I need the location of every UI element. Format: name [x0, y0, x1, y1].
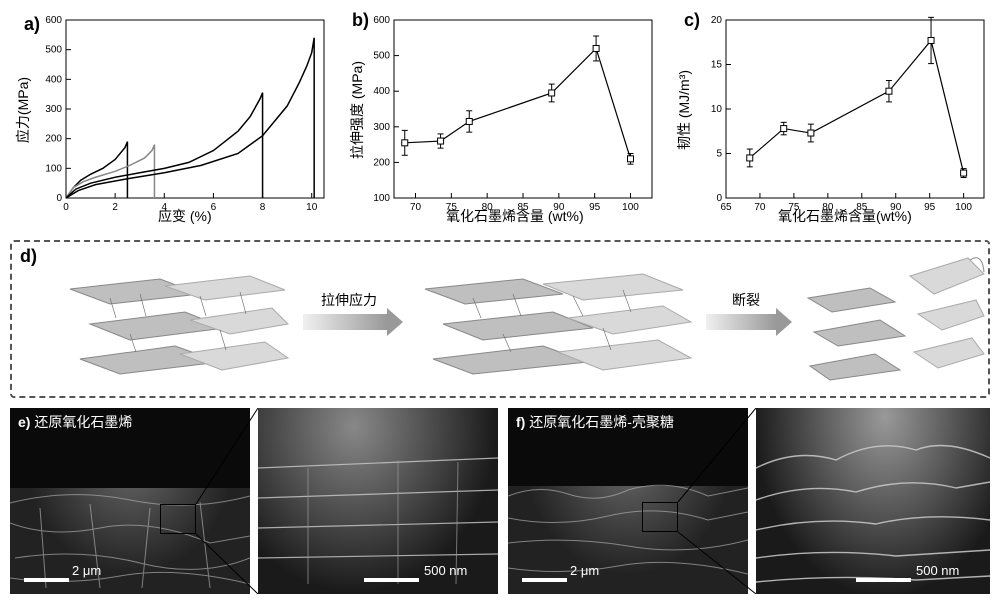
sem-f-left: f) 还原氧化石墨烯-壳聚糖 2 μm [508, 408, 748, 594]
svg-text:2: 2 [112, 202, 118, 213]
panel-b-plot: 707580859095100100200300400500600 [394, 20, 652, 198]
schematic-3-svg [800, 252, 986, 392]
svg-text:0: 0 [716, 193, 722, 204]
scale-bar-f-left [522, 578, 567, 582]
panel-c-label: c) [684, 10, 700, 31]
svg-text:100: 100 [373, 193, 390, 204]
svg-text:0: 0 [63, 202, 69, 213]
panel-a-plot: 02468100100200300400500600 [66, 20, 324, 198]
panel-a-ylabel: 应力(MPa) [13, 77, 33, 143]
svg-text:400: 400 [45, 74, 62, 85]
svg-text:500: 500 [45, 45, 62, 56]
schematic-2-svg [413, 254, 693, 390]
panel-b-xlabel: 氧化石墨烯含量 (wt%) [446, 206, 584, 226]
zoom-box-f [642, 502, 678, 532]
panel-d-label: d) [20, 246, 37, 267]
scale-bar-e-right [364, 578, 419, 582]
svg-text:600: 600 [45, 15, 62, 26]
panel-e-label: e) [18, 414, 30, 430]
svg-text:500: 500 [373, 51, 390, 62]
svg-text:0: 0 [56, 193, 62, 204]
panel-a-xlabel: 应变 (%) [158, 206, 212, 226]
scale-text-f-left: 2 μm [570, 563, 599, 578]
panel-a-label: a) [24, 14, 40, 35]
svg-text:10: 10 [711, 104, 723, 115]
panel-b-ylabel: 拉伸强度 (MPa) [347, 61, 367, 159]
schematic-1 [50, 254, 290, 390]
zoom-box-e [160, 504, 196, 534]
sem-e-title: e) 还原氧化石墨烯 [18, 412, 132, 432]
arrow-1-label: 拉伸应力 [321, 290, 377, 310]
svg-text:95: 95 [924, 202, 936, 213]
panel-b-label: b) [352, 10, 369, 31]
schematic-3 [800, 252, 986, 392]
svg-text:100: 100 [45, 163, 62, 174]
panel-e-title-text: 还原氧化石墨烯 [34, 414, 132, 430]
svg-text:20: 20 [711, 15, 723, 26]
svg-text:10: 10 [306, 202, 318, 213]
panel-b: b) 707580859095100100200300400500600 拉伸强… [338, 8, 658, 238]
schematic-1-svg [50, 254, 290, 390]
svg-text:200: 200 [373, 157, 390, 168]
sem-f-left-texture [508, 408, 748, 594]
svg-text:8: 8 [260, 202, 266, 213]
panel-a: a) 02468100100200300400500600 应力(MPa) 应变… [10, 8, 330, 238]
sem-e-left: e) 还原氧化石墨烯 2 μm [10, 408, 250, 594]
arrow-2-label: 断裂 [732, 290, 760, 310]
svg-text:70: 70 [410, 202, 422, 213]
scale-text-e-right: 500 nm [424, 563, 467, 578]
scale-bar-f-right [856, 578, 911, 582]
sem-f-right: 500 nm [756, 408, 990, 594]
svg-text:65: 65 [720, 202, 732, 213]
sem-e-left-texture [10, 408, 250, 594]
svg-text:300: 300 [45, 104, 62, 115]
svg-text:100: 100 [622, 202, 639, 213]
panel-c-plot: 6570758085909510005101520 [726, 20, 984, 198]
svg-text:95: 95 [589, 202, 601, 213]
scale-text-e-left: 2 μm [72, 563, 101, 578]
svg-text:300: 300 [373, 122, 390, 133]
svg-text:70: 70 [754, 202, 766, 213]
svg-text:600: 600 [373, 15, 390, 26]
panel-f-label: f) [516, 414, 525, 430]
sem-e-right: 500 nm [258, 408, 498, 594]
sem-f-title: f) 还原氧化石墨烯-壳聚糖 [516, 412, 674, 432]
svg-text:100: 100 [955, 202, 972, 213]
svg-text:15: 15 [711, 60, 723, 71]
arrow-1: 拉伸应力 [303, 308, 403, 336]
panel-c-xlabel: 氧化石墨烯含量(wt%) [778, 206, 912, 226]
panel-f-title-text: 还原氧化石墨烯-壳聚糖 [529, 414, 674, 430]
schematic-2 [413, 254, 693, 390]
panel-c-ylabel: 韧性 (MJ/m³) [674, 70, 694, 150]
scale-bar-e-left [24, 578, 69, 582]
svg-text:200: 200 [45, 134, 62, 145]
panel-c: c) 6570758085909510005101520 韧性 (MJ/m³) … [670, 8, 990, 238]
svg-text:5: 5 [716, 149, 722, 160]
arrow-2: 断裂 [706, 308, 792, 336]
svg-text:400: 400 [373, 86, 390, 97]
scale-text-f-right: 500 nm [916, 563, 959, 578]
